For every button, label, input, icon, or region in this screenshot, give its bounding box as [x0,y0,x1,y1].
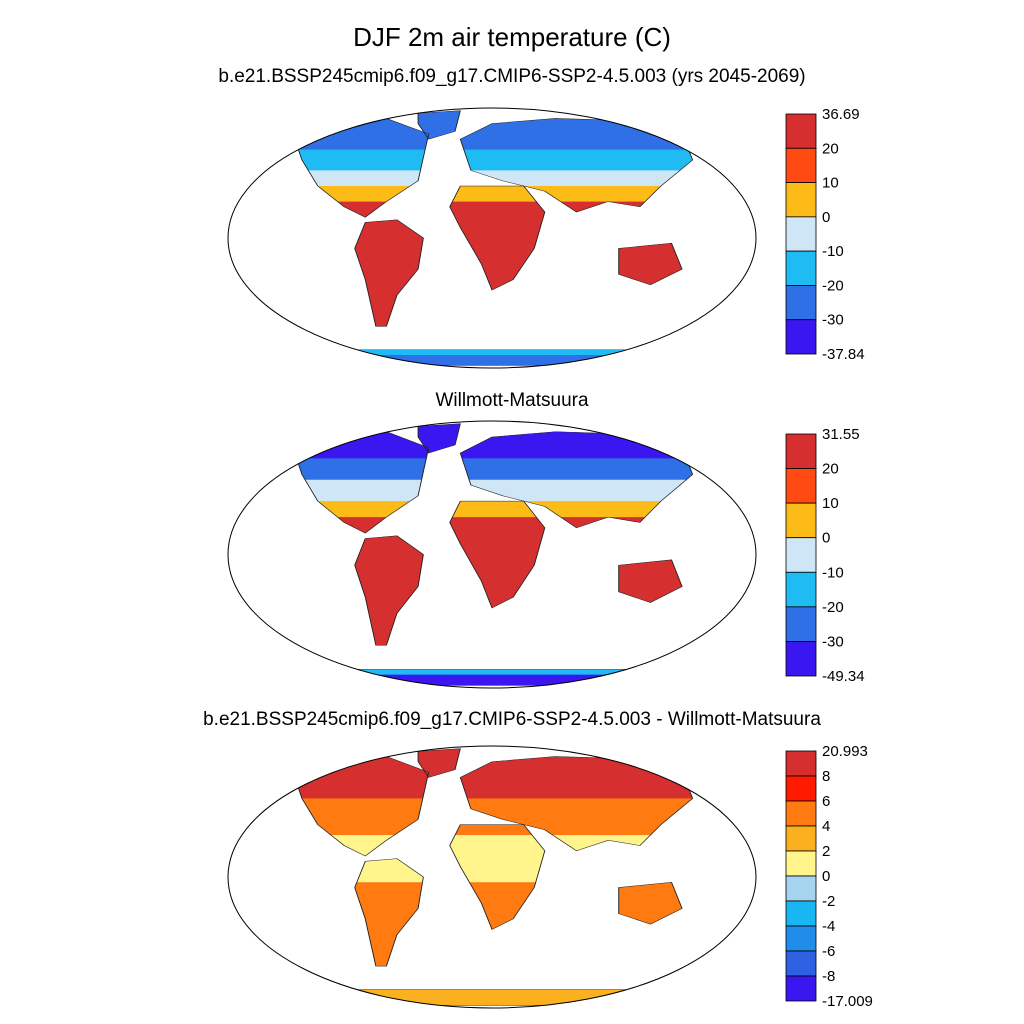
figure-title: DJF 2m air temperature (C) [353,22,671,52]
map-border-model [227,107,757,369]
panel-title-diff: b.e21.BSSP245cmip6.f09_g17.CMIP6-SSP2-4.… [203,709,821,730]
colorbar-label: -8 [822,968,835,985]
colorbar-box [785,147,817,183]
colorbar-label: -49.34 [822,668,865,685]
colorbar-label: 8 [822,768,830,785]
panel-title-model: b.e21.BSSP245cmip6.f09_g17.CMIP6-SSP2-4.… [218,66,806,87]
colorbar-box [785,850,817,877]
map-panel-obs [227,420,757,689]
colorbar-label: 0 [822,209,830,226]
colorbar-label: -2 [822,893,835,910]
colorbar-box [785,750,817,777]
colorbar-obs: 31.55 20 10 0 -10 -20 -30 -49.34 [785,426,865,685]
colorbar-label: 0 [822,868,830,885]
colorbar-box [785,250,817,286]
colorbar-label: 2 [822,843,830,860]
colorbar-box [785,875,817,902]
colorbar-box [785,900,817,927]
colorbar-label: -20 [822,599,844,616]
colorbar-label: -30 [822,633,844,650]
colorbar-label: 6 [822,793,830,810]
colorbar-box [785,113,817,149]
colorbar-box [785,502,817,539]
colorbar-label: 20 [822,140,839,157]
map-border-obs [227,420,757,689]
colorbar-box [785,319,817,355]
colorbar-box [785,775,817,802]
colorbar-box [785,800,817,827]
colorbar-label: 20 [822,461,839,478]
colorbar-box [785,825,817,852]
colorbar-diff: 20.993 8 6 4 2 0 -2 -4 -6 -8 -17.009 [785,743,873,1010]
colorbar-label: 10 [822,495,839,512]
colorbar-box [785,433,817,469]
colorbar-label: 4 [822,818,830,835]
colorbar-box [785,285,817,321]
colorbar-box [785,950,817,977]
map-panel-diff [227,745,757,1009]
map-border-diff [227,745,757,1009]
land-fill-obs [228,421,756,688]
colorbar-label: 31.55 [822,426,860,443]
colorbar-box [785,975,817,1002]
colorbar-model: 36.69 20 10 0 -10 -20 -30 -37.84 [785,106,865,363]
colorbar-box [785,468,817,504]
land-fill-diff [228,746,756,1008]
colorbar-box [785,606,817,642]
colorbar-label: -10 [822,243,844,260]
panel-title-obs: Willmott-Matsuura [435,390,589,411]
colorbar-box [785,537,817,573]
colorbar-label: -37.84 [822,346,865,363]
colorbar-label: -20 [822,277,844,294]
colorbar-label: 20.993 [822,743,868,760]
colorbar-label: 10 [822,175,839,192]
colorbar-box [785,571,817,608]
colorbar-box [785,925,817,952]
colorbar-box [785,641,817,677]
colorbar-label: -6 [822,943,835,960]
colorbar-label: -30 [822,312,844,329]
colorbar-label: -10 [822,564,844,581]
colorbar-box [785,216,817,252]
colorbar-box [785,182,817,218]
colorbar-label: -17.009 [822,993,873,1010]
colorbar-label: -4 [822,918,835,935]
colorbar-label: 36.69 [822,106,860,123]
colorbar-label: 0 [822,530,830,547]
map-panel-model [227,107,757,369]
land-fill-model [228,108,756,368]
